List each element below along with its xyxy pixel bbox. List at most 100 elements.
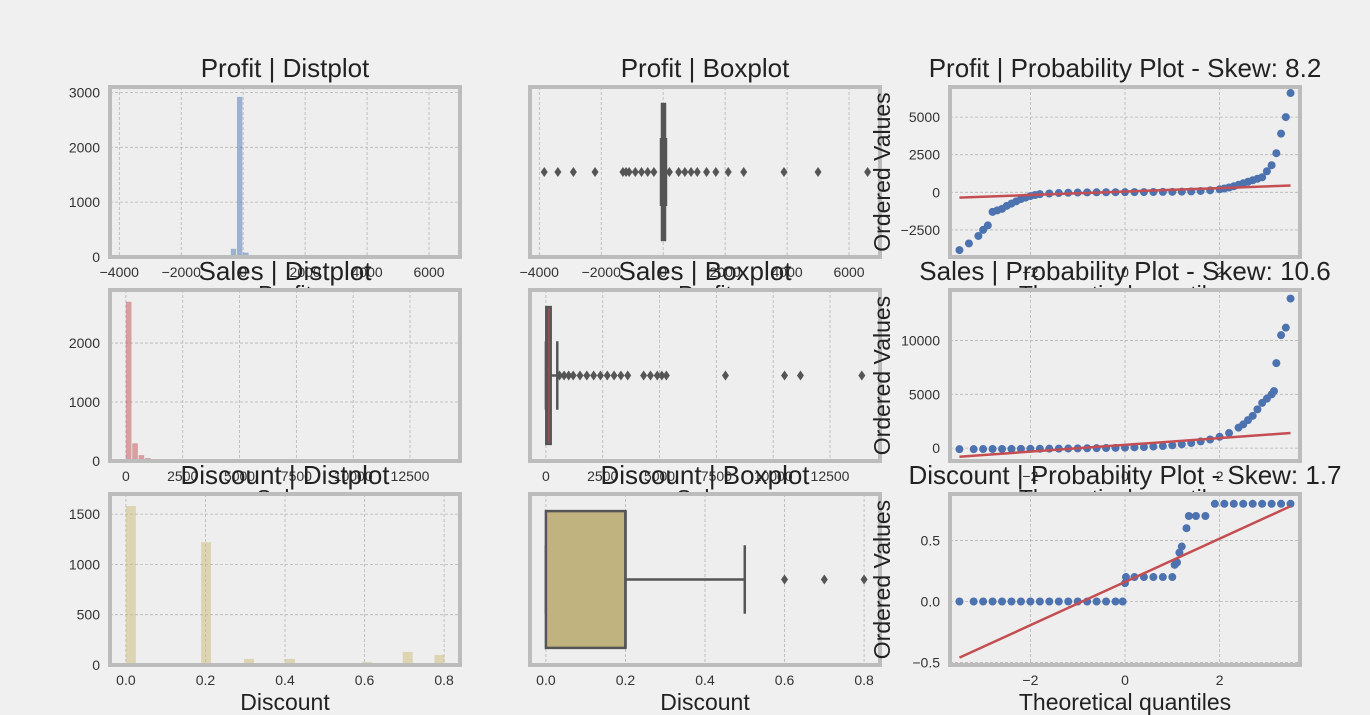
qq-point <box>1016 597 1025 606</box>
discount-dist-panel: 0.0 0.2 0.4 0.6 0.8 0 500 1000 1500 Discount | Di… <box>69 460 462 715</box>
outlier-point <box>703 167 711 177</box>
qq-point <box>1281 113 1290 122</box>
outlier-point <box>780 167 788 177</box>
qq-point <box>1016 444 1025 453</box>
box <box>544 509 627 650</box>
outlier-point <box>596 370 604 381</box>
qq-point <box>969 445 978 454</box>
qq-point <box>1168 441 1177 450</box>
histogram-bar <box>230 248 237 257</box>
discount-qq-panel: −2 0 2 −0.5 0.0 0.5 Discount | Probability Plo… <box>869 460 1342 715</box>
x-tick-label: 0.0 <box>116 672 136 688</box>
histogram-bar <box>244 658 254 665</box>
axes-frame <box>108 288 462 463</box>
qq-point <box>1177 542 1186 551</box>
y-tick-label: 0 <box>92 657 100 673</box>
x-tick-label: 10000 <box>754 468 793 484</box>
x-tick-label: 0 <box>1121 264 1129 280</box>
qq-point <box>1139 443 1148 452</box>
outlier-point <box>565 370 573 381</box>
y-tick-label: 1500 <box>69 506 100 522</box>
qq-point <box>979 445 988 454</box>
outlier-point <box>820 574 828 585</box>
qq-point <box>974 231 983 240</box>
chart-title: Profit | Distplot <box>201 53 370 83</box>
outlier-point <box>740 167 748 177</box>
y-tick-label: 2500 <box>909 147 940 163</box>
y-tick-label: 0.0 <box>921 593 941 609</box>
qq-point <box>1277 499 1286 508</box>
outlier-point <box>625 167 633 177</box>
chart-title: Profit | Probability Plot - Skew: 8.2 <box>929 53 1322 83</box>
qq-point <box>1035 597 1044 606</box>
outlier-point <box>560 370 568 381</box>
x-tick-label: 7500 <box>281 468 312 484</box>
outlier-point <box>650 167 658 177</box>
qq-point <box>1026 597 1035 606</box>
qq-fit-line <box>958 505 1292 659</box>
histogram-bar <box>125 506 136 665</box>
x-tick-label: −2 <box>1022 468 1038 484</box>
outlier-point <box>576 370 584 381</box>
x-tick-label: 2000 <box>290 264 321 280</box>
x-tick-label: 2 <box>1216 264 1224 280</box>
x-tick-label: −4000 <box>100 264 140 280</box>
y-tick-label: 5000 <box>909 109 940 125</box>
x-tick-label: 10000 <box>334 468 373 484</box>
discount-box-panel: 0.0 0.2 0.4 0.6 0.8 Discount | Boxplot Discoun… <box>528 460 882 715</box>
qq-point <box>1158 442 1167 451</box>
qq-point <box>955 445 964 454</box>
qq-point <box>988 445 997 454</box>
x-tick-label: 0.0 <box>536 672 556 688</box>
y-tick-label: 500 <box>77 607 101 623</box>
qq-point <box>1121 573 1130 582</box>
outlier-point <box>712 167 720 177</box>
outlier-point <box>640 370 648 381</box>
axes-frame <box>948 492 1302 667</box>
x-tick-label: 6000 <box>833 264 864 280</box>
x-tick-label: 0 <box>542 468 550 484</box>
x-tick-label: 0 <box>239 264 247 280</box>
outlier-point <box>617 370 625 381</box>
histogram-bar <box>402 651 413 665</box>
x-axis-label: Discount <box>660 689 750 715</box>
y-tick-label: 0 <box>92 249 100 265</box>
histogram-bar <box>125 301 132 461</box>
qq-point <box>988 597 997 606</box>
qq-point <box>1248 411 1257 420</box>
qq-point <box>1258 173 1267 182</box>
x-tick-label: 0.4 <box>695 672 715 688</box>
qq-point <box>1277 129 1286 138</box>
x-tick-label: 4000 <box>352 264 383 280</box>
qq-point <box>1225 429 1234 438</box>
y-tick-label: 2000 <box>69 139 100 155</box>
y-axis-label: Ordered Values <box>869 296 895 455</box>
qq-point <box>983 221 992 230</box>
outlier-point <box>665 167 673 177</box>
qq-point <box>1239 499 1248 508</box>
x-tick-label: −2 <box>1022 264 1038 280</box>
outlier-point <box>610 370 618 381</box>
x-axis-label: Discount <box>240 689 330 715</box>
x-tick-label: 6000 <box>413 264 444 280</box>
outlier-point <box>658 370 666 381</box>
qq-point <box>955 246 964 255</box>
qq-point <box>1045 597 1054 606</box>
y-tick-label: −0.5 <box>912 655 940 671</box>
y-tick-label: −2500 <box>901 222 941 238</box>
qq-point <box>1149 442 1158 451</box>
outlier-point <box>569 167 577 177</box>
outlier-point <box>638 167 646 177</box>
qq-point <box>1253 405 1262 414</box>
chart-title: Discount | Boxplot <box>600 460 810 490</box>
x-tick-label: 2500 <box>587 468 618 484</box>
x-tick-label: −4000 <box>520 264 560 280</box>
qq-point <box>1267 499 1276 508</box>
profit-dist-panel: −4000 −2000 0 2000 4000 6000 0 1000 2000 3000 Prof… <box>69 53 462 307</box>
qq-point <box>964 239 973 248</box>
histogram-bar <box>236 96 243 257</box>
chart-title: Discount | Probability Plot - Skew: 1.7 <box>908 460 1341 490</box>
histogram-bar <box>243 252 249 257</box>
